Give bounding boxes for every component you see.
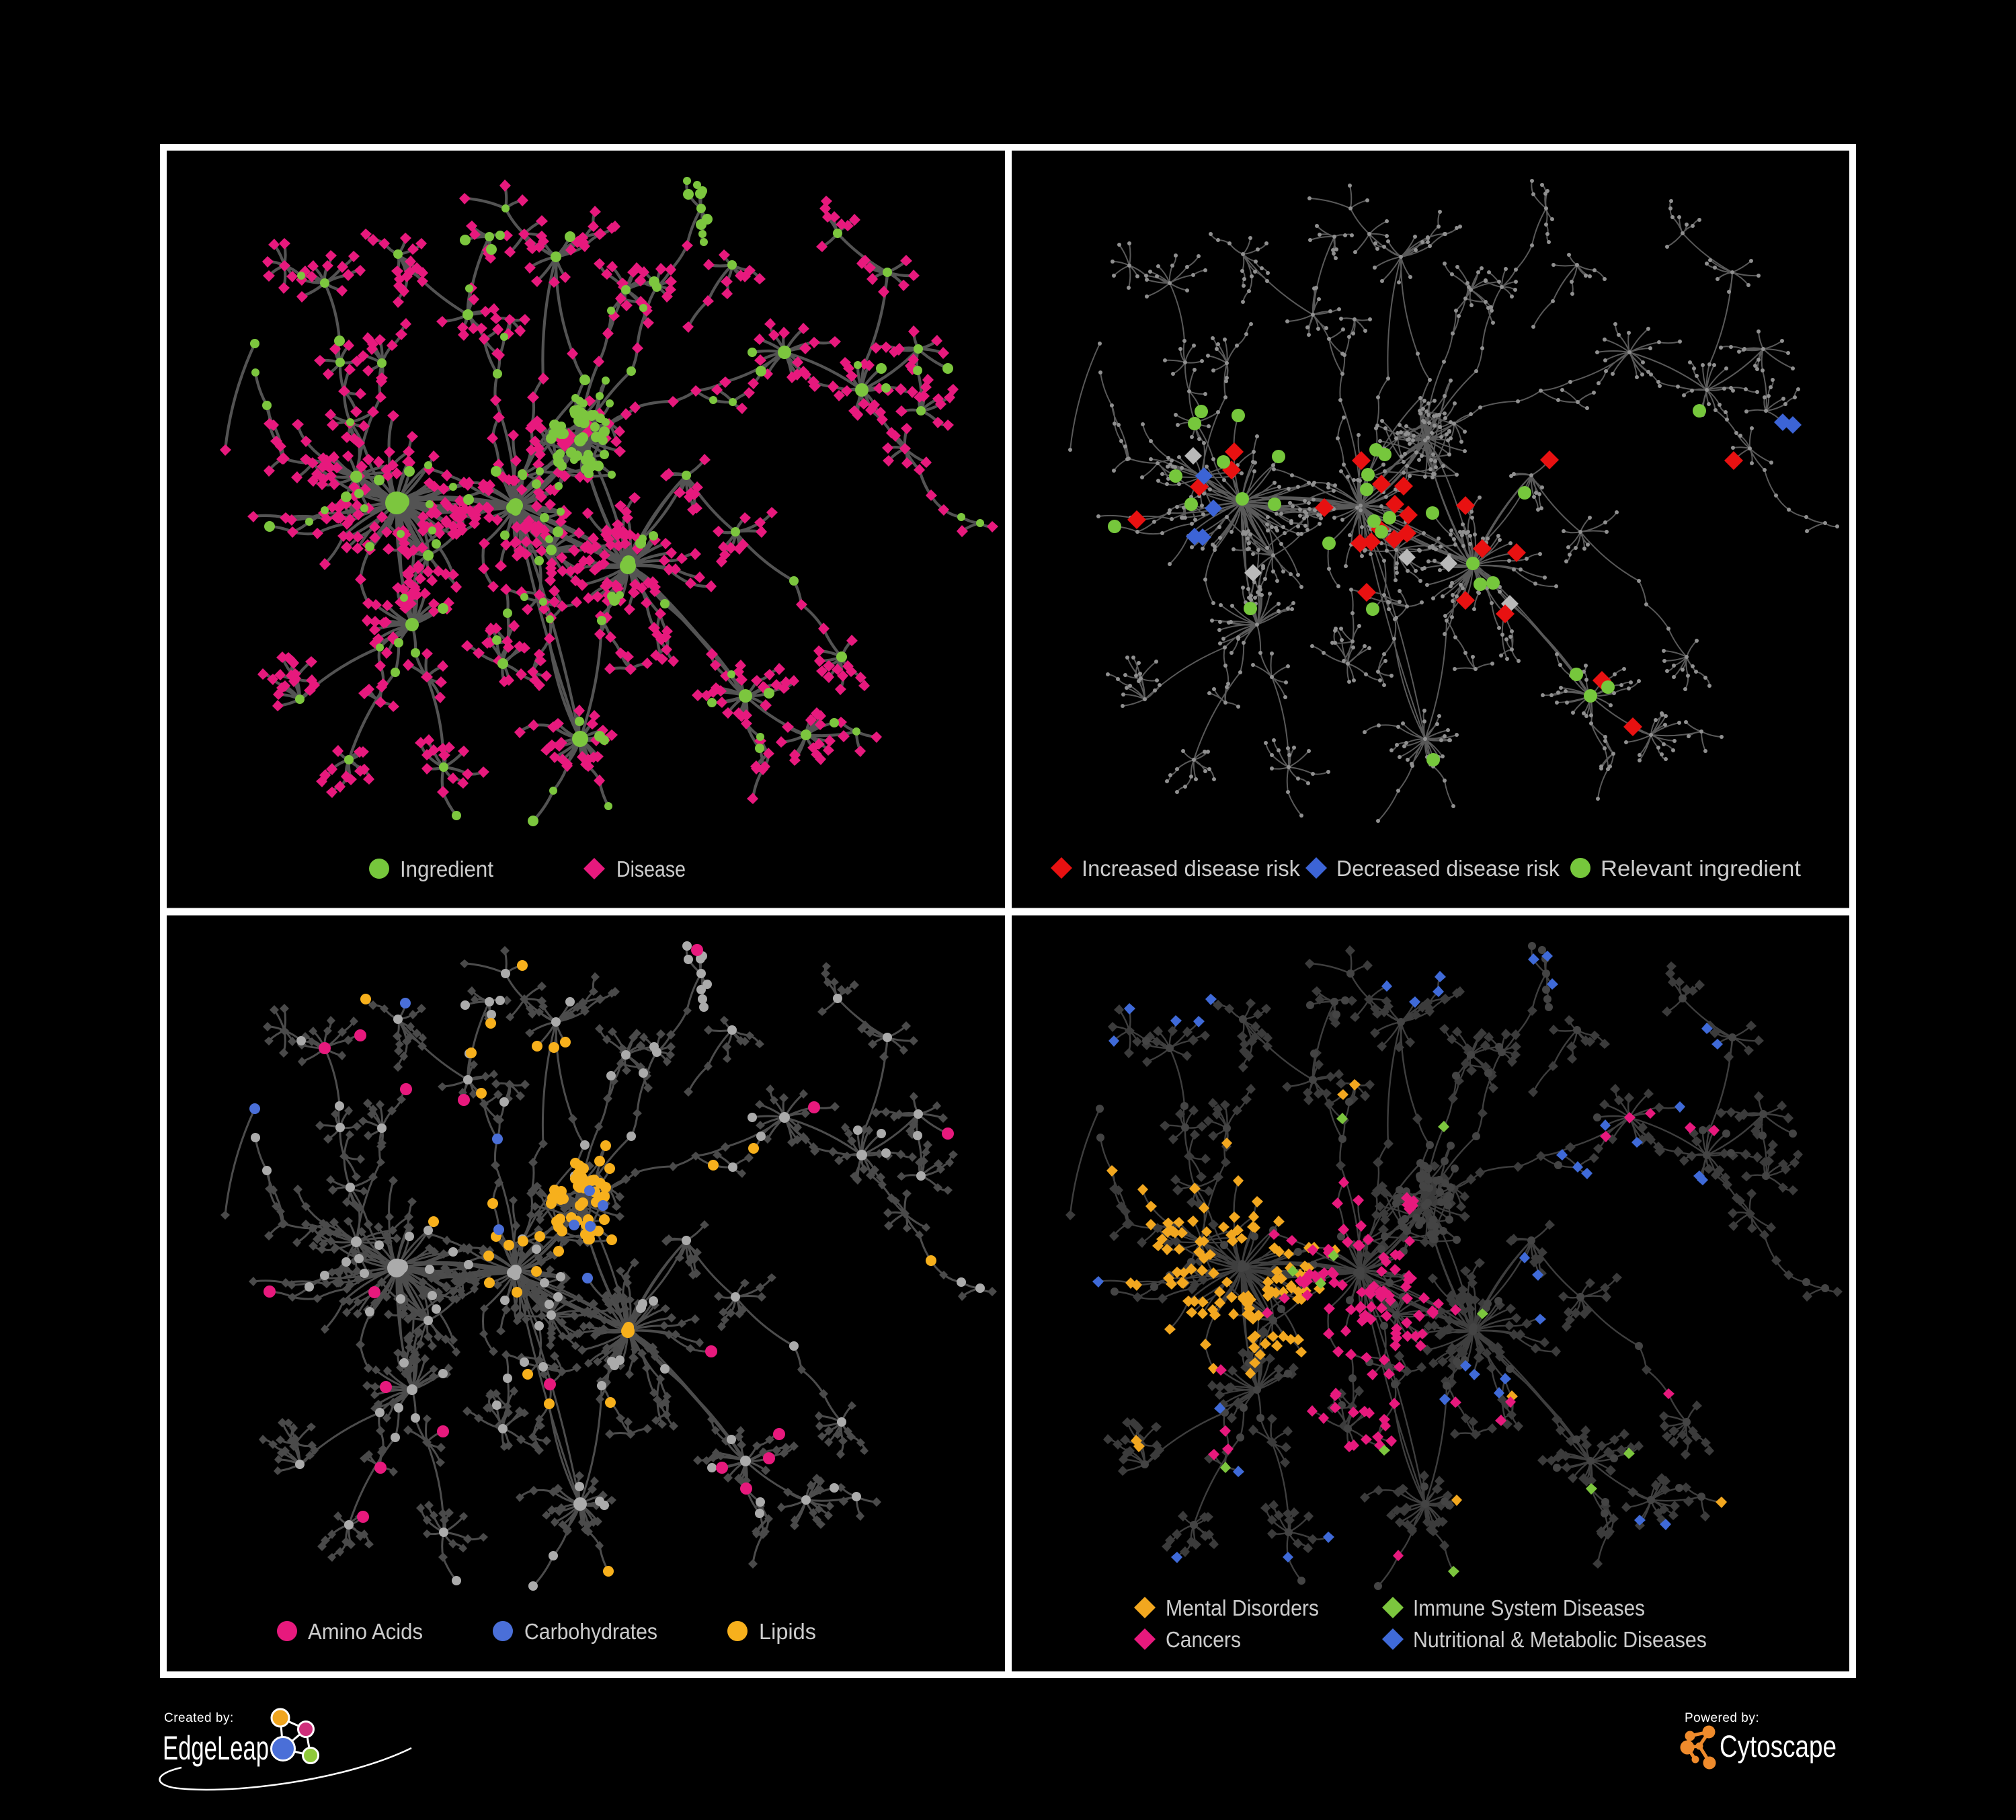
svg-text:Immune System Diseases: Immune System Diseases (1413, 1595, 1645, 1620)
svg-text:Increased disease risk: Increased disease risk (1082, 856, 1300, 881)
svg-text:Ingredient: Ingredient (400, 857, 493, 881)
svg-text:Nutritional & Metabolic Diseas: Nutritional & Metabolic Diseases (1413, 1627, 1707, 1652)
svg-text:Created by:: Created by: (164, 1711, 234, 1725)
svg-text:Mental Disorders: Mental Disorders (1166, 1595, 1319, 1620)
svg-text:Decreased disease risk: Decreased disease risk (1336, 856, 1560, 881)
svg-text:Carbohydrates: Carbohydrates (524, 1619, 657, 1644)
svg-text:Amino Acids: Amino Acids (308, 1619, 423, 1644)
svg-text:Lipids: Lipids (759, 1619, 816, 1644)
svg-text:Cancers: Cancers (1166, 1627, 1241, 1652)
svg-text:Disease: Disease (616, 857, 686, 881)
svg-text:Cytoscape: Cytoscape (1720, 1729, 1837, 1764)
svg-text:EdgeLeap: EdgeLeap (163, 1729, 269, 1767)
svg-text:Powered by:: Powered by: (1685, 1711, 1759, 1725)
svg-text:Relevant ingredient: Relevant ingredient (1601, 856, 1801, 881)
